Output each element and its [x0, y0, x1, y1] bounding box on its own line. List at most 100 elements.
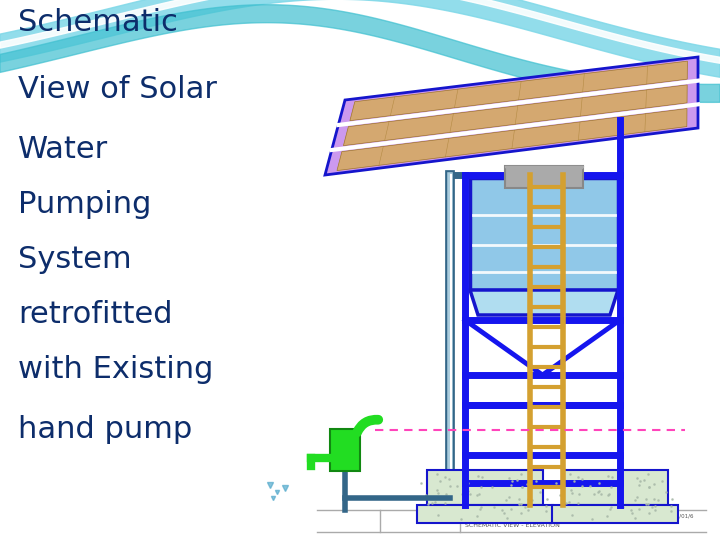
Point: [488, 503, 500, 511]
Point: [603, 471, 614, 480]
Point: [540, 502, 552, 510]
Point: [626, 509, 638, 517]
Point: [568, 476, 580, 485]
Point: [433, 511, 444, 519]
Point: [462, 487, 474, 495]
Point: [666, 507, 678, 516]
Point: [462, 479, 474, 488]
Point: [516, 483, 528, 491]
Point: [473, 489, 485, 498]
Point: [451, 482, 463, 490]
Point: [486, 482, 498, 491]
Point: [434, 476, 446, 485]
Point: [633, 505, 644, 514]
Point: [521, 480, 533, 488]
Point: [629, 514, 641, 523]
Point: [513, 495, 525, 504]
Point: [515, 500, 526, 509]
Polygon shape: [325, 57, 698, 175]
Point: [439, 473, 451, 482]
Point: [644, 483, 655, 492]
Point: [513, 500, 524, 509]
Point: [501, 514, 513, 523]
Point: [642, 500, 654, 509]
Point: [641, 495, 652, 504]
Text: Water: Water: [18, 135, 108, 164]
Point: [440, 490, 451, 499]
Point: [640, 500, 652, 509]
Point: [503, 492, 515, 501]
Polygon shape: [350, 61, 688, 120]
Point: [629, 496, 641, 504]
Point: [646, 502, 657, 511]
Point: [535, 488, 546, 496]
Point: [606, 473, 618, 482]
Point: [433, 489, 444, 498]
Point: [415, 478, 427, 487]
Point: [557, 500, 568, 509]
Point: [516, 483, 528, 492]
Point: [616, 482, 627, 491]
Point: [649, 495, 660, 503]
Point: [563, 498, 575, 507]
Point: [666, 495, 678, 503]
Point: [602, 511, 613, 520]
Point: [464, 490, 476, 498]
Point: [577, 474, 588, 483]
Point: [431, 470, 442, 479]
Point: [523, 502, 534, 510]
Point: [561, 498, 572, 507]
Text: SOLAR PHOTOVOLTAIC PUMP LAYOUT: SOLAR PHOTOVOLTAIC PUMP LAYOUT: [465, 513, 581, 518]
Point: [566, 489, 577, 498]
FancyBboxPatch shape: [330, 429, 360, 471]
Text: hand pump: hand pump: [18, 415, 192, 444]
Point: [634, 481, 645, 490]
Point: [472, 491, 483, 500]
Polygon shape: [552, 505, 678, 523]
Point: [522, 495, 534, 503]
Point: [606, 483, 617, 491]
Point: [460, 488, 472, 496]
Point: [639, 476, 650, 484]
Point: [657, 476, 668, 485]
Point: [572, 473, 584, 482]
Point: [665, 502, 677, 510]
Point: [648, 480, 660, 488]
Polygon shape: [427, 470, 543, 505]
Text: SCHEMATIC VIEW - ELEVATION: SCHEMATIC VIEW - ELEVATION: [465, 523, 560, 528]
Point: [602, 491, 613, 500]
Point: [618, 503, 629, 511]
Point: [516, 470, 527, 478]
Point: [516, 509, 527, 517]
Point: [526, 495, 537, 504]
Text: DATE = 01/01/6: DATE = 01/01/6: [650, 513, 693, 518]
Point: [592, 488, 603, 496]
Point: [625, 505, 636, 514]
Text: retrofitted: retrofitted: [18, 300, 173, 329]
Point: [420, 490, 431, 499]
Point: [634, 477, 645, 485]
Point: [577, 482, 588, 490]
Point: [594, 487, 606, 495]
FancyArrowPatch shape: [357, 420, 378, 433]
Point: [604, 504, 616, 513]
Point: [471, 511, 482, 520]
Point: [505, 481, 517, 490]
Point: [523, 505, 534, 514]
Point: [660, 488, 672, 496]
Text: Schematic: Schematic: [18, 8, 178, 37]
Point: [439, 498, 451, 507]
Point: [606, 503, 617, 511]
Point: [631, 473, 643, 482]
Polygon shape: [470, 290, 618, 315]
Point: [652, 495, 664, 504]
Point: [475, 483, 487, 491]
Text: Pumping: Pumping: [18, 190, 151, 219]
Point: [496, 505, 508, 514]
Polygon shape: [562, 470, 668, 505]
Point: [500, 496, 512, 504]
Polygon shape: [343, 85, 687, 146]
Text: View of Solar: View of Solar: [18, 75, 217, 104]
Point: [564, 470, 576, 479]
Point: [531, 476, 542, 485]
